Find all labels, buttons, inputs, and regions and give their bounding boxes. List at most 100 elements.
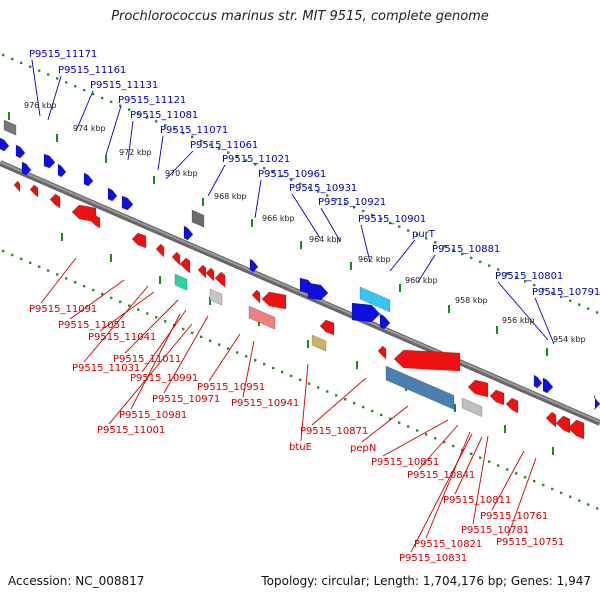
minus-label-leader: [507, 457, 537, 537]
upper-guide-dot: [56, 77, 59, 80]
lower-guide-dot: [389, 417, 392, 420]
upper-guide-dot: [11, 57, 14, 61]
lower-guide-dot: [353, 401, 356, 405]
upper-guide-dot: [290, 178, 293, 182]
lower-guide-dot: [137, 308, 140, 311]
minus-gene-label: P9515_10831: [399, 553, 467, 564]
upper-guide-dot: [326, 194, 329, 197]
upper-guide-dot: [137, 112, 140, 115]
upper-guide-dot: [281, 174, 284, 178]
minus-label-leader: [124, 299, 179, 354]
upper-guide-dot: [38, 69, 41, 72]
lower-guide-dot: [560, 491, 563, 495]
scale-label: 974 kbp: [73, 124, 106, 133]
upper-guide-dot: [173, 127, 176, 131]
gene-labels: 976 kbp 974 kbp 972 kbp 970 kbp 968 kbp 966 k…: [24, 49, 600, 564]
gray-feature: [3, 119, 17, 136]
plus-strand-gene: [121, 195, 134, 211]
plus-gene-label: P9515_10961: [258, 169, 326, 180]
minus-strand-gene: [49, 193, 61, 209]
plus-strand-gene: [379, 313, 391, 330]
upper-guide-dot: [407, 229, 410, 232]
minus-strand-gene: [261, 291, 287, 310]
minus-gene-label: P9515_10841: [407, 470, 475, 481]
lower-guide-dot: [335, 394, 338, 397]
upper-guide-dot: [83, 88, 86, 92]
minus-gene-label: P9515_10971: [152, 394, 220, 405]
upper-guide-dot: [155, 120, 158, 123]
lower-guide-dot: [479, 456, 482, 459]
upper-guide-dot: [254, 163, 257, 166]
minus-gene-label: P9515_10851: [371, 457, 439, 468]
lower-guide-dot: [272, 366, 275, 370]
upper-guide-dot: [515, 276, 518, 279]
lower-guide-dot: [488, 460, 491, 463]
backbone-highlight: [0, 161, 600, 423]
lower-guide-dot: [254, 359, 257, 362]
minus-label-leader: [311, 377, 367, 426]
upper-guide-dot: [560, 295, 563, 299]
upper-guide-dot: [308, 186, 311, 189]
upper-guide-dot: [209, 143, 212, 146]
minus-gene-label: P9515_10811: [443, 495, 511, 506]
plus-strand-gene: [249, 258, 259, 273]
upper-guide-dot: [119, 104, 122, 107]
upper-guide-dot: [146, 116, 149, 119]
lower-guide-dot: [110, 296, 113, 300]
upper-guide-dot: [74, 85, 77, 88]
upper-guide-dot: [227, 151, 230, 154]
plus-strand-gene: [57, 163, 67, 178]
gray-feature: [209, 288, 223, 306]
scale-label: 956 kbp: [502, 316, 535, 325]
olive-feature: [311, 334, 327, 352]
upper-guide-dot: [299, 182, 302, 185]
upper-guide-dot: [533, 283, 536, 287]
plus-strand-gene: [307, 282, 329, 301]
upper-guide-dot: [506, 272, 509, 275]
minus-strand-gene: [205, 267, 215, 282]
upper-guide-dot: [524, 280, 527, 283]
lower-guide-dot: [74, 281, 77, 284]
scale-label: 958 kbp: [455, 296, 488, 305]
minus-label-leader: [40, 257, 77, 304]
minus-label-leader: [130, 313, 181, 410]
lower-guide-dot: [524, 476, 527, 479]
lower-guide-dot: [200, 335, 203, 339]
minus-gene-label: P9515_11031: [72, 363, 140, 374]
minus-gene-label: P9515_10981: [119, 410, 187, 421]
cyan-feature: [359, 286, 391, 313]
upper-guide-dot: [236, 155, 239, 158]
plus-gene-label: P9515_11121: [118, 95, 186, 106]
upper-guide-dot: [497, 268, 500, 271]
plus-gene-label: purT: [412, 229, 436, 240]
lower-guide-dot: [56, 273, 59, 276]
plus-gene-label: P9515_11061: [190, 140, 258, 151]
lower-guide-dot: [452, 444, 455, 448]
lower-guide-dot: [434, 437, 437, 440]
minus-strand-gene: [467, 379, 489, 398]
lower-guide-dot: [29, 261, 32, 264]
lower-guide-dot: [497, 464, 500, 467]
lower-guide-dot: [470, 452, 473, 456]
plus-gene-label: P9515_11081: [130, 110, 198, 121]
lower-guide-dot: [11, 253, 14, 257]
upper-guide-dot: [263, 166, 266, 170]
minus-gene-label: P9515_10951: [197, 382, 265, 393]
lower-guide-dot: [380, 413, 383, 417]
plus-strand-gene: [542, 377, 554, 394]
lower-guide-dot: [596, 507, 599, 510]
minus-label-leader: [425, 431, 471, 539]
gene-features: [0, 119, 600, 440]
minus-label-leader: [491, 450, 525, 511]
plus-label-leader: [157, 135, 164, 171]
minus-strand-gene: [89, 214, 101, 229]
lower-guide-dot: [146, 312, 149, 315]
scale-label: 968 kbp: [214, 192, 247, 201]
upper-guide-dot: [182, 131, 185, 135]
upper-guide-dot: [128, 108, 131, 111]
upper-guide-dot: [578, 303, 581, 306]
lower-guide-dot: [533, 479, 536, 483]
plus-strand-gene: [533, 374, 543, 389]
upper-guide-dot: [353, 205, 356, 209]
upper-guide-dot: [245, 159, 248, 162]
